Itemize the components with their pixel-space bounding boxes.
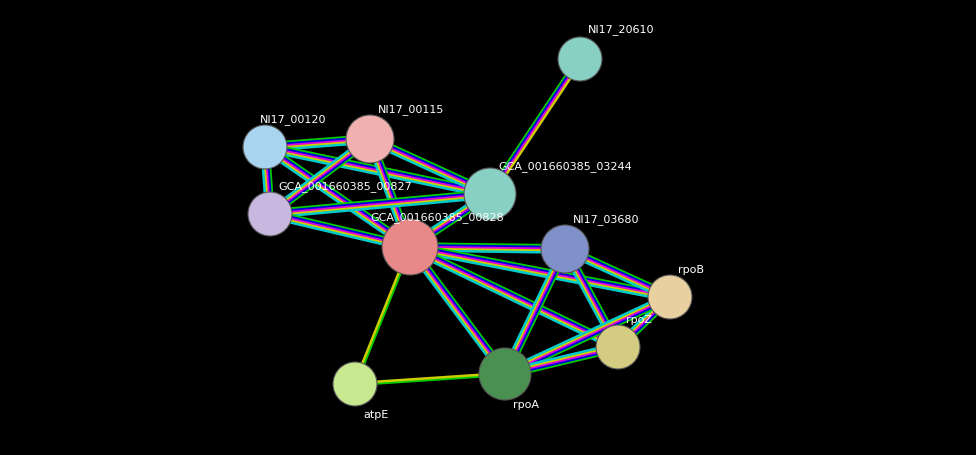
Ellipse shape	[333, 362, 377, 406]
Text: atpE: atpE	[363, 409, 388, 419]
Text: NI17_03680: NI17_03680	[573, 214, 639, 225]
Text: GCA_001660385_00828: GCA_001660385_00828	[370, 212, 504, 223]
Text: GCA_001660385_03244: GCA_001660385_03244	[498, 161, 631, 172]
Text: NI17_00120: NI17_00120	[260, 114, 327, 125]
Ellipse shape	[541, 226, 589, 273]
Text: NI17_00115: NI17_00115	[378, 104, 444, 115]
Ellipse shape	[464, 169, 516, 221]
Ellipse shape	[479, 348, 531, 400]
Text: rpoB: rpoB	[678, 264, 704, 274]
Ellipse shape	[346, 116, 394, 164]
Text: NI17_20610: NI17_20610	[588, 25, 655, 35]
Ellipse shape	[558, 38, 602, 82]
Ellipse shape	[248, 192, 292, 237]
Text: rpoA: rpoA	[513, 399, 539, 409]
Ellipse shape	[596, 325, 640, 369]
Text: rpoZ: rpoZ	[626, 314, 652, 324]
Ellipse shape	[382, 219, 438, 275]
Text: GCA_001660385_00827: GCA_001660385_00827	[278, 181, 412, 192]
Ellipse shape	[648, 275, 692, 319]
Ellipse shape	[243, 126, 287, 170]
